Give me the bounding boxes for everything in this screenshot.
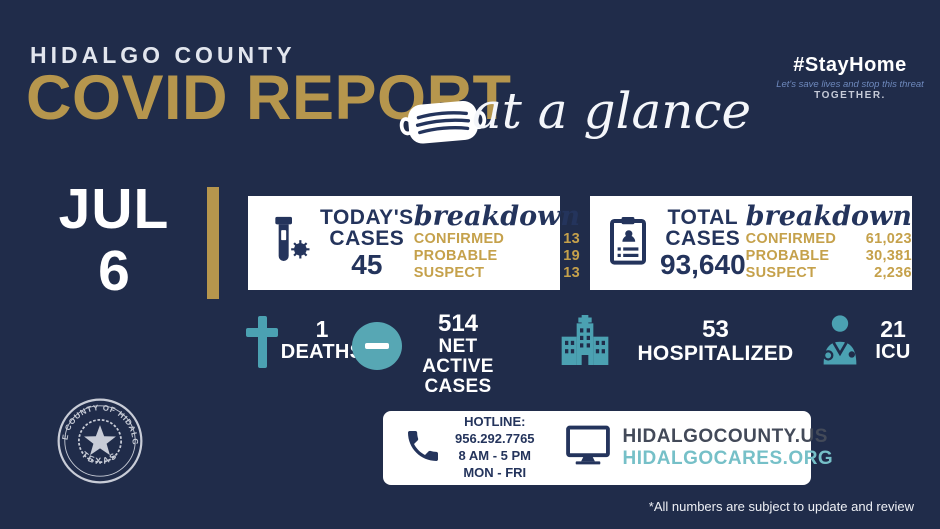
total-breakdown: breakdown CONFIRMED 61,023 PROBABLE 30,3… [745, 200, 912, 283]
deaths-stat: 1 DEATHS [272, 316, 372, 364]
website-secondary[interactable]: HIDALGOCARES.ORG [622, 448, 834, 469]
breakdown-row-label: PROBABLE [745, 248, 830, 265]
svg-text:TEXAS: TEXAS [80, 449, 121, 466]
breakdown-row-value: 13 [563, 265, 580, 282]
breakdown-row-label: SUSPECT [745, 265, 817, 282]
breakdown-title: breakdown [413, 200, 580, 232]
hospitalized-stat: 53 HOSPITALIZED [608, 316, 823, 366]
hotline-hours: 8 AM - 5 PM [458, 448, 531, 463]
todays-cases-value: 45 [351, 248, 383, 280]
stayhome-hashtag: #StayHome [793, 54, 907, 76]
total-cases-line2: CASES [665, 227, 741, 251]
breakdown-row: PROBABLE 30,381 [746, 248, 912, 265]
breakdown-row-label: CONFIRMED [745, 231, 837, 248]
minus-circle-icon [352, 322, 402, 370]
stayhome-slogan: Let's save lives and stop this threat [776, 79, 924, 90]
breakdown-row-value: 19 [563, 248, 580, 265]
hotline-phone[interactable]: 956.292.7765 [455, 431, 535, 447]
net-active-stat: 514 NET ACTIVE CASES [402, 310, 514, 398]
phone-icon [403, 426, 443, 471]
total-cases-value: 93,640 [660, 248, 746, 280]
breakdown-row-label: PROBABLE [413, 248, 498, 265]
total-cases-label: TOTAL CASES 93,640 [660, 205, 746, 280]
seal-text-bottom: TEXAS [80, 449, 118, 466]
breakdown-row: PROBABLE 19 [414, 248, 580, 265]
subtitle-script: at a glance [472, 82, 752, 140]
breakdown-row-value: 2,236 [874, 265, 912, 282]
icu-label: ICU [875, 341, 911, 364]
doctor-icon [820, 313, 860, 370]
breakdown-row: SUSPECT 2,236 [746, 265, 912, 282]
breakdown-row-value: 61,023 [865, 231, 912, 248]
hotline-days: MON - FRI [463, 464, 527, 480]
total-cases-card: TOTAL CASES 93,640 breakdown CONFIRMED 6… [590, 196, 912, 290]
total-cases-line1: TOTAL [667, 205, 739, 229]
breakdown-row: SUSPECT 13 [414, 265, 580, 282]
todays-cases-line1: TODAY'S [320, 205, 414, 229]
date-month: JUL [58, 177, 170, 241]
icu-stat: 21 ICU [858, 316, 928, 364]
contact-box: HOTLINE: 956.292.7765 8 AM - 5 PM MON - … [383, 411, 833, 485]
websites-block: HIDALGOCOUNTY.US HIDALGOCARES.ORG [623, 426, 834, 470]
net-active-label-2: CASES [424, 376, 492, 398]
breakdown-title: breakdown [745, 200, 912, 232]
date-day: 6 [98, 238, 130, 303]
todays-cases-line2: CASES [329, 227, 405, 251]
breakdown-row-label: CONFIRMED [413, 231, 505, 248]
report-date: JUL 6 [38, 177, 190, 303]
clipboard-icon [604, 213, 652, 274]
net-active-value: 514 [437, 310, 479, 337]
face-mask-icon [396, 90, 491, 156]
county-name: HIDALGO COUNTY [30, 42, 296, 68]
net-active-label-1: NET ACTIVE [422, 336, 494, 378]
todays-cases-card: TODAY'S CASES 45 breakdown CONFIRMED 13 … [248, 196, 580, 290]
county-seal: THE COUNTY OF HIDALGO TEXAS [52, 390, 144, 485]
icu-value: 21 [880, 316, 906, 342]
todays-breakdown: breakdown CONFIRMED 13 PROBABLE 19 SUSPE… [413, 200, 580, 283]
cross-icon [246, 316, 278, 373]
breakdown-row: CONFIRMED 13 [414, 231, 580, 248]
divider-bar [207, 187, 219, 299]
website-primary[interactable]: HIDALGOCOUNTY.US [622, 426, 828, 448]
breakdown-row-value: 13 [563, 231, 580, 248]
hospitalized-label: HOSPITALIZED [637, 342, 794, 366]
hotline-block: HOTLINE: 956.292.7765 8 AM - 5 PM MON - … [455, 414, 535, 482]
breakdown-row-label: SUSPECT [413, 265, 485, 282]
hotline-title: HOTLINE: [464, 414, 526, 430]
stayhome-together: TOGETHER. [814, 90, 886, 101]
disclaimer-note: *All numbers are subject to update and r… [648, 499, 914, 514]
deaths-value: 1 [315, 316, 329, 342]
test-tube-icon [262, 213, 312, 274]
hospital-icon [560, 315, 610, 370]
deaths-label: DEATHS [280, 341, 364, 364]
stayhome-block: #StayHome Let's save lives and stop this… [760, 54, 940, 101]
todays-cases-label: TODAY'S CASES 45 [320, 205, 414, 280]
hospitalized-value: 53 [702, 316, 729, 343]
breakdown-row: CONFIRMED 61,023 [746, 231, 912, 248]
breakdown-row-value: 30,381 [865, 248, 912, 265]
computer-icon [565, 425, 611, 472]
